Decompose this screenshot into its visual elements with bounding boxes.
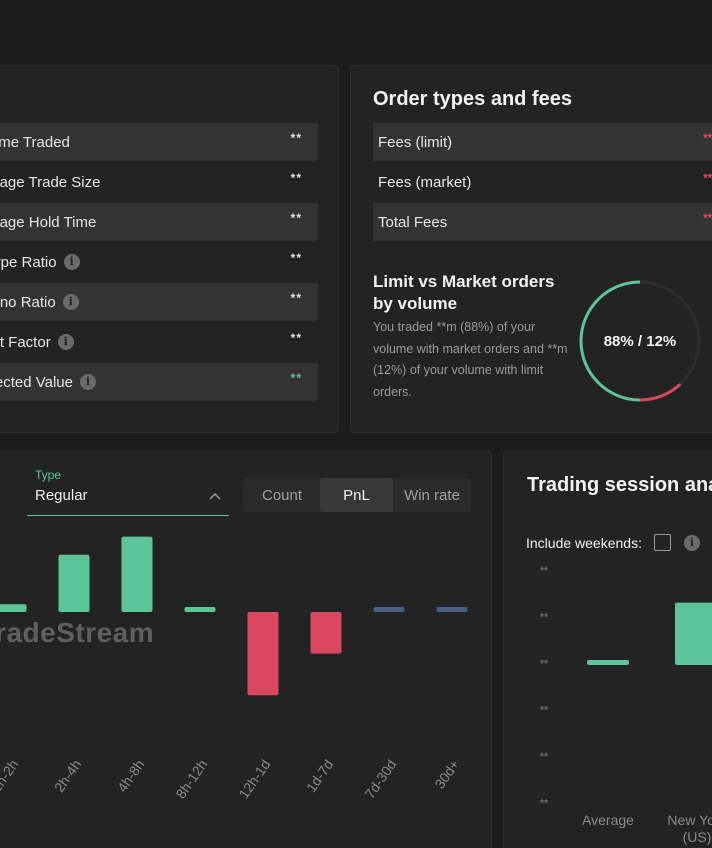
stat-value: **	[290, 331, 302, 345]
x-tick-label: 1d-7d	[303, 757, 337, 796]
include-weekends-checkbox[interactable]	[654, 534, 671, 551]
type-select-underline	[27, 515, 229, 516]
fee-row: Fees (market) **	[373, 163, 712, 201]
fee-label: Total Fees	[378, 214, 448, 231]
stat-row: Profit Factor i **	[0, 323, 318, 361]
y-tick-label: **	[540, 658, 549, 670]
limit-vs-market-title: Limit vs Market orders by volume	[373, 272, 555, 313]
bar-New York (US)[interactable]	[675, 602, 712, 665]
y-tick-label: **	[540, 705, 549, 717]
stat-row: Expected Value i **	[0, 363, 318, 401]
stat-label: Average Hold Time	[0, 214, 96, 231]
bar-8h-12h[interactable]	[184, 607, 216, 612]
info-icon[interactable]: i	[57, 334, 74, 350]
fee-value: **	[703, 211, 712, 225]
stat-label-text: Average Hold Time	[0, 213, 97, 231]
stat-value: **	[290, 131, 302, 145]
chevron-up-icon[interactable]	[209, 489, 221, 503]
stat-label-text: Sharpe Ratio	[0, 253, 57, 271]
info-icon[interactable]: i	[62, 294, 79, 310]
donut-market-arc	[579, 280, 701, 402]
info-icon[interactable]: i	[79, 374, 96, 390]
stat-row: Volume Traded **	[0, 123, 318, 161]
info-icon[interactable]: i	[684, 535, 700, 551]
bar-30d+[interactable]	[436, 607, 468, 612]
x-tick-label: (US)	[683, 829, 712, 845]
y-tick-label: **	[540, 565, 549, 577]
stat-value: **	[290, 371, 302, 385]
stat-row: Average Hold Time **	[0, 203, 318, 241]
stat-label: Profit Factor i	[0, 334, 74, 351]
session-title: Trading session analysis	[527, 474, 712, 496]
metric-toggle: Count PnL Win rate	[243, 478, 471, 512]
y-tick-label: **	[540, 751, 549, 763]
y-tick-label: **	[540, 798, 549, 810]
fee-label: Fees (market)	[378, 174, 472, 191]
trade-stats-panel: Volume Traded**Average Trade Size**Avera…	[0, 65, 339, 433]
bar-1d-7d[interactable]	[310, 612, 342, 654]
stat-label-text: Sortino Ratio	[0, 293, 56, 311]
fee-value: **	[703, 131, 712, 145]
stat-label: Expected Value i	[0, 374, 96, 391]
stat-label-text: Average Trade Size	[0, 173, 101, 191]
stat-label: Sortino Ratio i	[0, 294, 79, 311]
fee-row: Total Fees **	[373, 203, 712, 241]
bar-1h-2h[interactable]	[0, 604, 27, 612]
bar-2h-4h[interactable]	[58, 554, 90, 612]
fee-label: Fees (limit)	[378, 134, 453, 151]
stat-label-text: Profit Factor	[0, 333, 51, 351]
x-tick-label: New York	[667, 812, 712, 828]
stat-row: Average Trade Size **	[0, 163, 318, 201]
stat-label: Sharpe Ratio i	[0, 254, 80, 271]
toggle-pnl[interactable]: PnL	[320, 478, 393, 512]
toggle-count[interactable]: Count	[261, 486, 303, 504]
type-select-label: Type	[35, 468, 62, 482]
fee-value: **	[703, 171, 712, 185]
order-types-fees-panel: Order types and fees Fees (limit) ** Fees …	[350, 65, 712, 433]
stat-label-text: Expected Value	[0, 373, 73, 391]
x-tick-label: 4h-8h	[114, 757, 148, 796]
type-select-value[interactable]: Regular	[35, 487, 88, 504]
pnl-by-hold-time-chart: 1h-2h 2h-4h 4h-8h 8h-12h 12h-1d 1d-7d 7d-30d 30…	[0, 536, 468, 802]
trading-session-panel: Trading session analysis Include weekend…	[503, 451, 712, 848]
stat-row: Sortino Ratio i **	[0, 283, 318, 321]
x-tick-label: 1h-2h	[0, 757, 21, 796]
x-tick-label: 7d-30d	[361, 757, 399, 802]
donut-limit-arc	[579, 280, 701, 402]
include-weekends-label: Include weekends:	[526, 535, 642, 551]
watermark-logo: TradeStream	[0, 617, 155, 648]
bar-4h-8h[interactable]	[121, 536, 153, 612]
limit-vs-market-description: You traded **m (88%) of your volume with…	[373, 320, 568, 399]
hold-time-distribution-panel: Type Regular Count PnL Win rate TradeStr…	[0, 451, 492, 848]
session-pnl-chart: ** ** ** ** ** ** Average New York(US)	[540, 565, 712, 845]
x-tick-label: 12h-1d	[235, 757, 273, 802]
x-tick-label: 30d+	[431, 757, 462, 792]
bar-Average[interactable]	[587, 660, 629, 665]
bar-12h-1d[interactable]	[247, 612, 279, 696]
fees-title: Order types and fees	[373, 88, 572, 110]
fee-row: Fees (limit) **	[373, 123, 712, 161]
x-tick-label: 2h-4h	[51, 757, 85, 796]
stat-label-text: Volume Traded	[0, 133, 70, 151]
toggle-win-rate[interactable]: Win rate	[404, 486, 460, 504]
y-tick-label: **	[540, 612, 549, 624]
x-tick-label: 8h-12h	[172, 757, 210, 802]
stat-value: **	[290, 251, 302, 265]
x-tick-label: Average	[582, 812, 634, 828]
stat-value: **	[290, 171, 302, 185]
stat-label: Average Trade Size	[0, 174, 100, 191]
stat-value: **	[290, 291, 302, 305]
stat-value: **	[290, 211, 302, 225]
donut-label: 88% / 12%	[603, 332, 677, 350]
stat-label: Volume Traded	[0, 134, 70, 151]
info-icon[interactable]: i	[63, 254, 80, 270]
bar-7d-30d[interactable]	[373, 607, 405, 612]
limit-market-donut	[579, 280, 701, 402]
stat-row: Sharpe Ratio i **	[0, 243, 318, 281]
